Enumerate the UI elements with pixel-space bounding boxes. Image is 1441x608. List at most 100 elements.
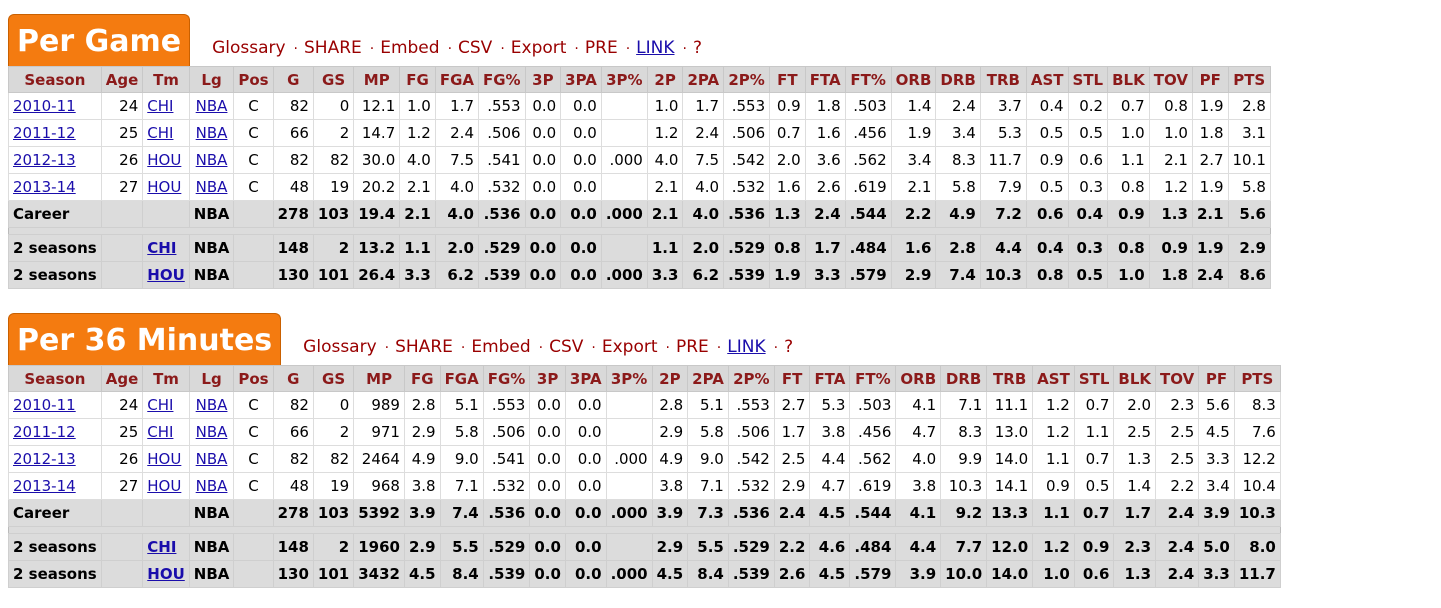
column-header[interactable]: 3PA: [560, 66, 602, 93]
cell-link[interactable]: CHI: [147, 538, 177, 556]
column-header[interactable]: 2P%: [727, 365, 775, 392]
cell-link[interactable]: NBA: [195, 97, 228, 115]
column-header[interactable]: Lg: [188, 365, 235, 392]
cell-link[interactable]: HOU: [147, 178, 182, 196]
cell-link[interactable]: 2011-12: [13, 124, 76, 142]
cell-link[interactable]: NBA: [195, 450, 228, 468]
column-header[interactable]: STL: [1073, 365, 1115, 392]
column-header[interactable]: BLK: [1107, 66, 1150, 93]
column-header[interactable]: TRB: [979, 66, 1027, 93]
cell-link[interactable]: NBA: [195, 151, 228, 169]
column-header[interactable]: 3P: [529, 365, 566, 392]
column-header[interactable]: TOV: [1148, 66, 1193, 93]
column-header[interactable]: Tm: [142, 365, 190, 392]
cell-link[interactable]: CHI: [147, 124, 174, 142]
tool-link[interactable]: PRE: [675, 337, 709, 357]
tool-link[interactable]: Embed: [471, 337, 531, 357]
column-header[interactable]: FGA: [439, 365, 484, 392]
column-header[interactable]: G: [272, 365, 314, 392]
column-header[interactable]: GS: [312, 66, 355, 93]
column-header[interactable]: DRB: [940, 365, 988, 392]
column-header[interactable]: FG%: [482, 365, 531, 392]
cell-link[interactable]: CHI: [147, 239, 177, 257]
tool-link[interactable]: Glossary: [303, 337, 377, 357]
tool-link[interactable]: SHARE: [395, 337, 453, 357]
column-header[interactable]: PTS: [1227, 66, 1271, 93]
tool-link[interactable]: CSV: [549, 337, 584, 357]
column-header[interactable]: AST: [1032, 365, 1075, 392]
column-header[interactable]: FG: [403, 365, 441, 392]
cell-link[interactable]: CHI: [147, 396, 174, 414]
tool-link[interactable]: Export: [601, 337, 658, 357]
column-header[interactable]: G: [272, 66, 314, 93]
column-header[interactable]: Lg: [188, 66, 235, 93]
tool-link[interactable]: Export: [510, 38, 567, 58]
column-header[interactable]: 2P: [651, 365, 689, 392]
column-header[interactable]: FT%: [849, 365, 897, 392]
column-header[interactable]: ORB: [890, 66, 937, 93]
cell-link[interactable]: HOU: [147, 565, 185, 583]
column-header[interactable]: Pos: [233, 365, 274, 392]
column-header[interactable]: FGA: [434, 66, 480, 93]
cell-link[interactable]: 2010-11: [13, 396, 76, 414]
cell-link[interactable]: 2012-13: [13, 450, 76, 468]
tool-link[interactable]: SHARE: [304, 38, 362, 58]
tool-link[interactable]: LINK: [636, 38, 675, 58]
cell-link[interactable]: 2010-11: [13, 97, 76, 115]
column-header[interactable]: FTA: [804, 66, 846, 93]
column-header[interactable]: 2P%: [723, 66, 771, 93]
column-header[interactable]: STL: [1067, 66, 1109, 93]
column-header[interactable]: 2PA: [687, 365, 729, 392]
column-header[interactable]: 2PA: [682, 66, 725, 93]
cell-link[interactable]: NBA: [195, 178, 228, 196]
column-header[interactable]: FG: [399, 66, 436, 93]
cell-link[interactable]: NBA: [195, 396, 228, 414]
column-header[interactable]: 3P%: [600, 66, 648, 93]
column-header[interactable]: Age: [100, 66, 144, 93]
column-header[interactable]: FT: [773, 365, 811, 392]
cell-link[interactable]: 2013-14: [13, 477, 76, 495]
cell-link[interactable]: 2013-14: [13, 178, 76, 196]
cell-link[interactable]: CHI: [147, 97, 174, 115]
column-header[interactable]: Season: [8, 66, 102, 93]
column-header[interactable]: Season: [8, 365, 102, 392]
cell-link[interactable]: 2011-12: [13, 423, 76, 441]
tool-link[interactable]: LINK: [727, 337, 766, 357]
column-header[interactable]: FT%: [844, 66, 892, 93]
column-header[interactable]: GS: [312, 365, 355, 392]
tool-link[interactable]: Embed: [380, 38, 440, 58]
column-header[interactable]: DRB: [935, 66, 981, 93]
column-header[interactable]: BLK: [1113, 365, 1157, 392]
tool-link[interactable]: Glossary: [212, 38, 286, 58]
cell-link[interactable]: HOU: [147, 151, 182, 169]
column-header[interactable]: 3PA: [564, 365, 607, 392]
cell-link[interactable]: HOU: [147, 266, 185, 284]
cell-link[interactable]: NBA: [195, 477, 228, 495]
column-header[interactable]: ORB: [895, 365, 942, 392]
column-header[interactable]: Tm: [142, 66, 190, 93]
column-header[interactable]: TRB: [986, 365, 1034, 392]
column-header[interactable]: 3P: [524, 66, 562, 93]
column-header[interactable]: TOV: [1155, 365, 1200, 392]
cell-link[interactable]: CHI: [147, 423, 174, 441]
cell-link[interactable]: 2012-13: [13, 151, 76, 169]
column-header[interactable]: PF: [1191, 66, 1229, 93]
column-header[interactable]: FT: [769, 66, 806, 93]
tool-link[interactable]: CSV: [458, 38, 493, 58]
cell-link[interactable]: NBA: [195, 423, 228, 441]
column-header[interactable]: FTA: [809, 365, 851, 392]
column-header[interactable]: 3P%: [605, 365, 653, 392]
cell-link[interactable]: HOU: [147, 477, 182, 495]
column-header[interactable]: PF: [1198, 365, 1235, 392]
tool-link[interactable]: ?: [784, 337, 794, 357]
cell-link[interactable]: NBA: [195, 124, 228, 142]
column-header[interactable]: MP: [353, 365, 405, 392]
column-header[interactable]: MP: [353, 66, 401, 93]
tool-link[interactable]: PRE: [584, 38, 618, 58]
column-header[interactable]: FG%: [478, 66, 526, 93]
tool-link[interactable]: ?: [692, 38, 702, 58]
column-header[interactable]: Pos: [233, 66, 274, 93]
column-header[interactable]: PTS: [1233, 365, 1281, 392]
cell-link[interactable]: HOU: [147, 450, 182, 468]
column-header[interactable]: Age: [100, 365, 144, 392]
